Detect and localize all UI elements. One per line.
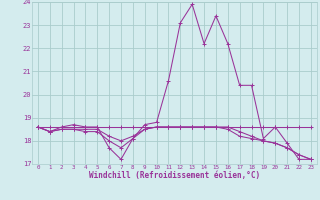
X-axis label: Windchill (Refroidissement éolien,°C): Windchill (Refroidissement éolien,°C) bbox=[89, 171, 260, 180]
